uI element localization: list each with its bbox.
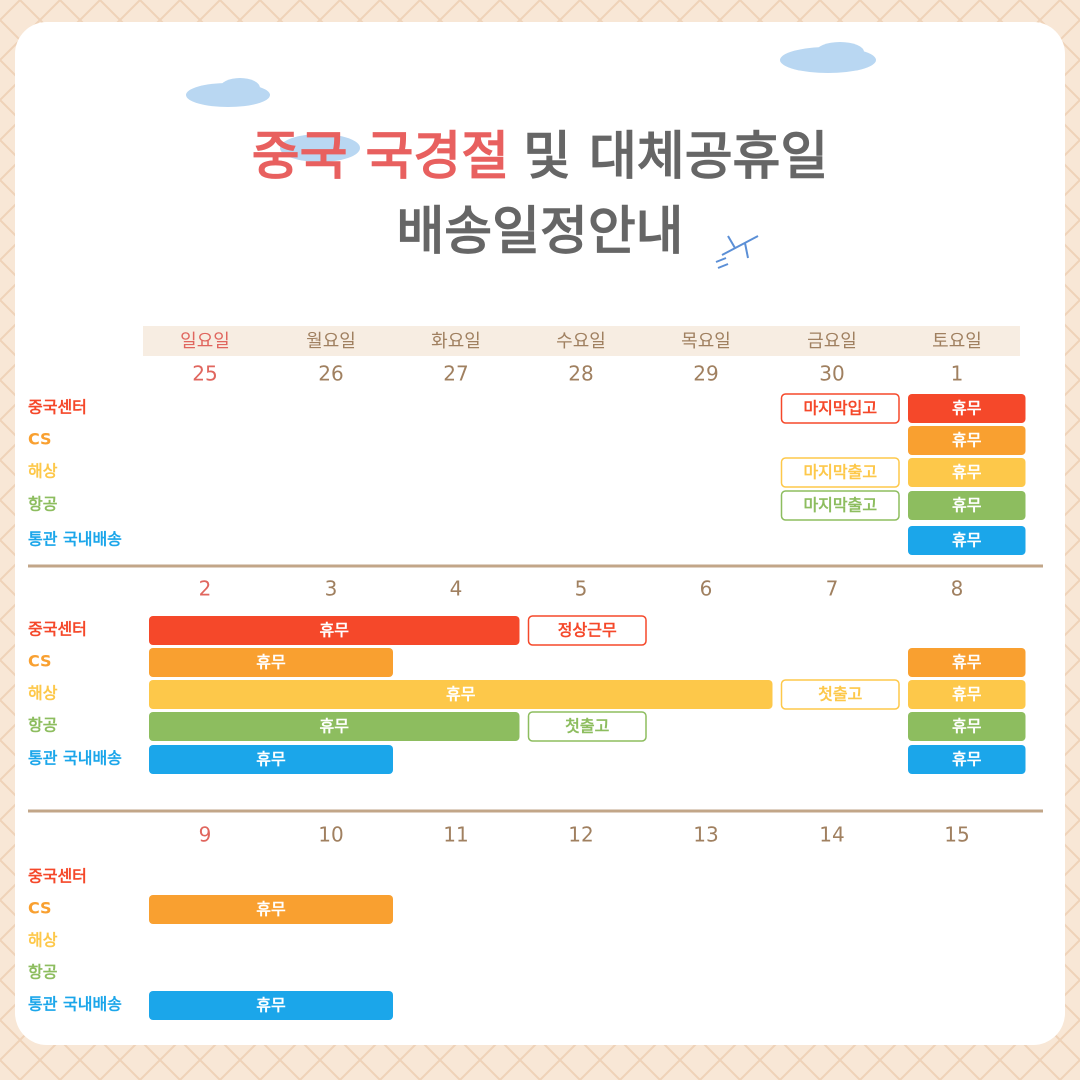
event-box [149, 991, 393, 1020]
event-label: 휴무 [952, 431, 982, 450]
event-box [908, 680, 1026, 709]
weekday: 화요일 [431, 331, 481, 352]
row-label: 중국센터 [28, 620, 87, 639]
row-label: CS [28, 652, 52, 671]
date: 6 [700, 577, 713, 601]
event-label: 휴무 [446, 685, 476, 704]
date: 11 [443, 823, 468, 847]
date: 2 [199, 577, 212, 601]
event-box [149, 745, 393, 774]
event-label: 휴무 [256, 900, 286, 919]
weekday: 목요일 [681, 331, 731, 352]
weekday: 금요일 [807, 331, 857, 352]
event-box [908, 745, 1026, 774]
row-label: 항공 [28, 716, 58, 735]
title-rest: 및 대체공휴일 [523, 127, 828, 187]
row-label: 중국센터 [28, 398, 87, 417]
date: 1 [951, 362, 964, 386]
date: 7 [826, 577, 839, 601]
title-highlight: 중국 국경절 [252, 127, 509, 187]
event-box [908, 426, 1026, 455]
event-label: 휴무 [952, 399, 982, 418]
weekday-bar [143, 326, 1020, 356]
event-box [149, 648, 393, 677]
date: 13 [693, 823, 718, 847]
row-label: 해상 [28, 684, 58, 703]
row-label: 해상 [28, 462, 58, 481]
date: 5 [575, 577, 588, 601]
event-label: 첫출고 [565, 717, 609, 736]
event-box [908, 491, 1026, 520]
row-label: 항공 [28, 495, 58, 514]
event-box [780, 490, 900, 521]
date: 30 [819, 362, 844, 386]
row-label: 중국센터 [28, 867, 87, 886]
event-label: 휴무 [952, 717, 982, 736]
event-label: 휴무 [952, 653, 982, 672]
date: 10 [318, 823, 343, 847]
event-box [149, 895, 393, 924]
date: 9 [199, 823, 212, 847]
event-box [149, 712, 520, 741]
event-label: 휴무 [952, 531, 982, 550]
event-box [149, 616, 520, 645]
event-box [149, 680, 773, 709]
title-line2: 배송일정안내 [396, 202, 683, 262]
event-box [908, 712, 1026, 741]
event-box [527, 711, 647, 742]
event-label: 첫출고 [818, 685, 862, 704]
event-box [908, 394, 1026, 423]
event-label: 휴무 [320, 621, 350, 640]
event-label: 휴무 [952, 685, 982, 704]
date: 26 [318, 362, 343, 386]
row-label: 통관 국내배송 [28, 995, 122, 1014]
weekday: 일요일 [180, 331, 230, 352]
clouds [186, 42, 876, 162]
date: 15 [944, 823, 969, 847]
row-label: 통관 국내배송 [28, 530, 122, 549]
weekday: 토요일 [932, 331, 982, 352]
event-label: 휴무 [256, 653, 286, 672]
event-label: 마지막출고 [803, 496, 877, 515]
row-label: CS [28, 430, 52, 449]
event-label: 휴무 [320, 717, 350, 736]
card [15, 22, 1065, 1045]
event-label: 휴무 [256, 996, 286, 1015]
event-label: 휴무 [952, 496, 982, 515]
event-box [908, 648, 1026, 677]
plane-icon [715, 235, 759, 269]
weekday: 수요일 [556, 331, 606, 352]
row-label: CS [28, 899, 52, 918]
row-label: 항공 [28, 963, 58, 982]
event-box [780, 679, 900, 710]
date: 4 [450, 577, 463, 601]
date: 3 [325, 577, 338, 601]
event-box [908, 458, 1026, 487]
event-box [780, 457, 900, 488]
date: 27 [443, 362, 468, 386]
weekday: 월요일 [306, 331, 356, 352]
event-label: 휴무 [256, 750, 286, 769]
event-label: 마지막출고 [803, 463, 877, 482]
date: 29 [693, 362, 718, 386]
date: 14 [819, 823, 844, 847]
row-label: 통관 국내배송 [28, 749, 122, 768]
title-line1: 중국 국경절 및 대체공휴일 [252, 127, 828, 187]
event-label: 휴무 [952, 750, 982, 769]
event-label: 정상근무 [558, 621, 617, 640]
date: 25 [192, 362, 217, 386]
date: 28 [568, 362, 593, 386]
event-label: 휴무 [952, 463, 982, 482]
date: 12 [568, 823, 593, 847]
event-box [780, 393, 900, 424]
event-box [908, 526, 1026, 555]
event-box [527, 615, 647, 646]
date: 8 [951, 577, 964, 601]
event-label: 마지막입고 [803, 399, 877, 418]
row-label: 해상 [28, 931, 58, 950]
